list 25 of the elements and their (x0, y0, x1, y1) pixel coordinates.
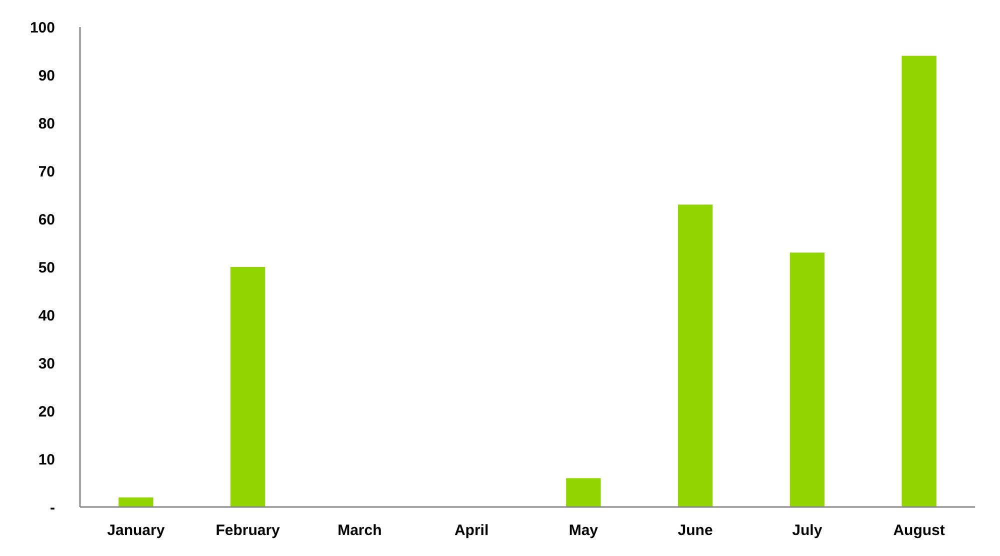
x-tick-label: January (107, 522, 166, 539)
x-tick-label: July (792, 522, 823, 539)
x-tick-label: February (216, 522, 281, 539)
y-tick-label: 60 (38, 211, 55, 228)
y-tick-label: 90 (38, 67, 55, 84)
y-tick-label: 20 (38, 403, 55, 420)
bar (118, 497, 154, 507)
y-tick-label: - (50, 499, 55, 516)
bar (230, 267, 266, 507)
x-tick-label: May (568, 522, 599, 539)
bar (566, 478, 601, 507)
x-tick-label: June (678, 522, 713, 539)
x-tick-label: August (893, 522, 945, 539)
bar (790, 252, 825, 507)
x-tick-label: March (338, 522, 382, 539)
y-tick-label: 100 (30, 19, 55, 36)
y-tick-label: 40 (38, 307, 55, 324)
bar (902, 56, 936, 507)
y-tick-label: 10 (38, 451, 55, 468)
y-tick-label: 80 (38, 115, 55, 132)
y-tick-label: 50 (38, 259, 55, 276)
bar (678, 204, 713, 507)
y-tick-label: 70 (38, 163, 55, 180)
y-tick-label: 30 (38, 355, 55, 372)
x-tick-label: April (454, 522, 489, 539)
